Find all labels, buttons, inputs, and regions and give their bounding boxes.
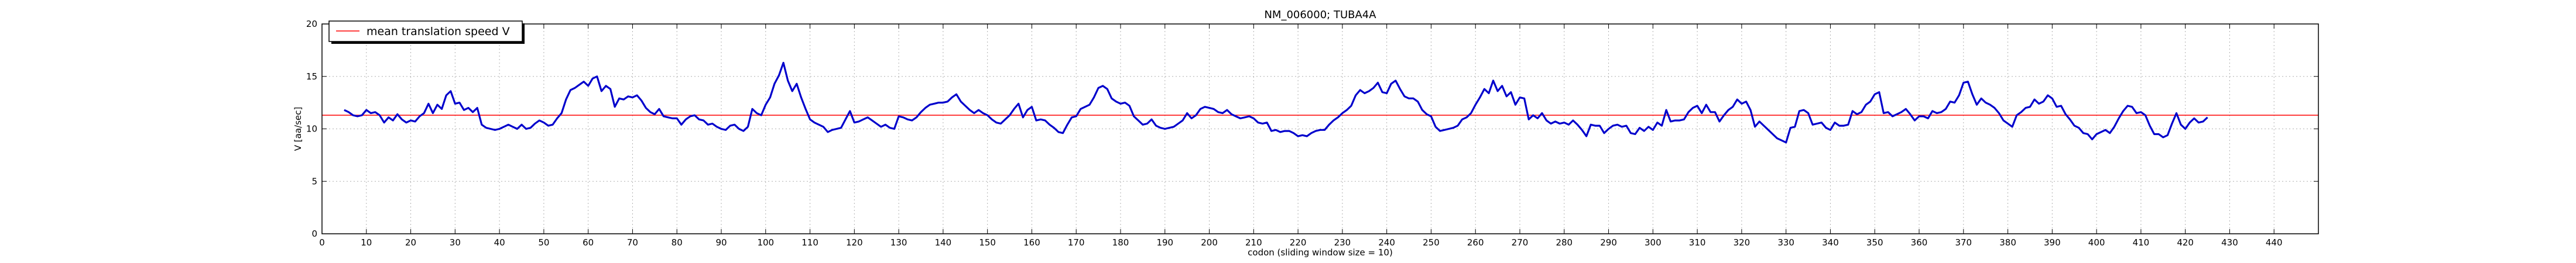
x-tick-label: 280 [1556, 237, 1573, 248]
y-axis-label: V [aa/sec] [293, 107, 303, 151]
x-tick-label: 80 [672, 237, 683, 248]
x-tick-label: 250 [1423, 237, 1440, 248]
x-tick-label: 210 [1245, 237, 1262, 248]
speed-series-line [344, 61, 2208, 144]
x-tick-label: 300 [1645, 237, 1662, 248]
x-tick-label: 440 [2266, 237, 2283, 248]
y-tick-label: 10 [306, 124, 317, 134]
x-tick-label: 170 [1068, 237, 1085, 248]
x-tick-label: 340 [1822, 237, 1839, 248]
series-layer [344, 61, 2208, 144]
x-tick-label: 180 [1112, 237, 1129, 248]
x-tick-label: 140 [935, 237, 952, 248]
x-tick-label: 410 [2133, 237, 2150, 248]
x-tick-label: 200 [1201, 237, 1218, 248]
legend-box [328, 20, 523, 42]
axis-ticks: 0 10 20 30 40 50 60 70 80 90 100 110 120 130 140 150 160… [306, 19, 2318, 248]
x-tick-label: 160 [1023, 237, 1040, 248]
x-tick-label: 20 [405, 237, 416, 248]
x-tick-label: 100 [757, 237, 774, 248]
grid [321, 23, 2318, 234]
x-tick-label: 380 [1999, 237, 2016, 248]
x-tick-label: 0 [319, 237, 325, 248]
x-tick-label: 90 [715, 237, 727, 248]
x-tick-label: 60 [583, 237, 594, 248]
y-tick-label: 5 [311, 176, 317, 186]
x-tick-label: 240 [1378, 237, 1395, 248]
x-tick-label: 220 [1290, 237, 1307, 248]
x-tick-label: 270 [1512, 237, 1529, 248]
x-tick-label: 120 [846, 237, 863, 248]
legend-entry-mean-speed: mean translation speed V [366, 25, 510, 38]
x-tick-label: 290 [1600, 237, 1617, 248]
x-tick-label: 150 [979, 237, 996, 248]
x-tick-label: 360 [1911, 237, 1928, 248]
x-tick-label: 330 [1777, 237, 1794, 248]
legend: mean translation speed V [328, 20, 525, 44]
x-tick-label: 260 [1467, 237, 1484, 248]
x-tick-label: 190 [1156, 237, 1173, 248]
x-tick-label: 350 [1866, 237, 1883, 248]
y-tick-label: 15 [306, 71, 317, 82]
x-tick-label: 40 [494, 237, 505, 248]
x-tick-label: 400 [2088, 237, 2105, 248]
x-tick-label: 10 [361, 237, 372, 248]
x-tick-label: 130 [890, 237, 907, 248]
x-tick-label: 370 [1955, 237, 1972, 248]
x-tick-label: 420 [2177, 237, 2194, 248]
y-tick-label: 20 [306, 19, 317, 29]
x-tick-label: 230 [1334, 237, 1351, 248]
x-tick-label: 310 [1689, 237, 1706, 248]
y-tick-label: 0 [311, 229, 317, 239]
x-tick-label: 30 [450, 237, 461, 248]
x-tick-label: 390 [2044, 237, 2061, 248]
x-tick-label: 110 [801, 237, 818, 248]
x-tick-label: 320 [1734, 237, 1751, 248]
x-axis-label: codon (sliding window size = 10) [1248, 247, 1393, 258]
x-tick-label: 70 [627, 237, 638, 248]
chart-title: NM_006000; TUBA4A [1264, 9, 1376, 21]
x-tick-label: 430 [2221, 237, 2238, 248]
x-tick-label: 50 [538, 237, 549, 248]
